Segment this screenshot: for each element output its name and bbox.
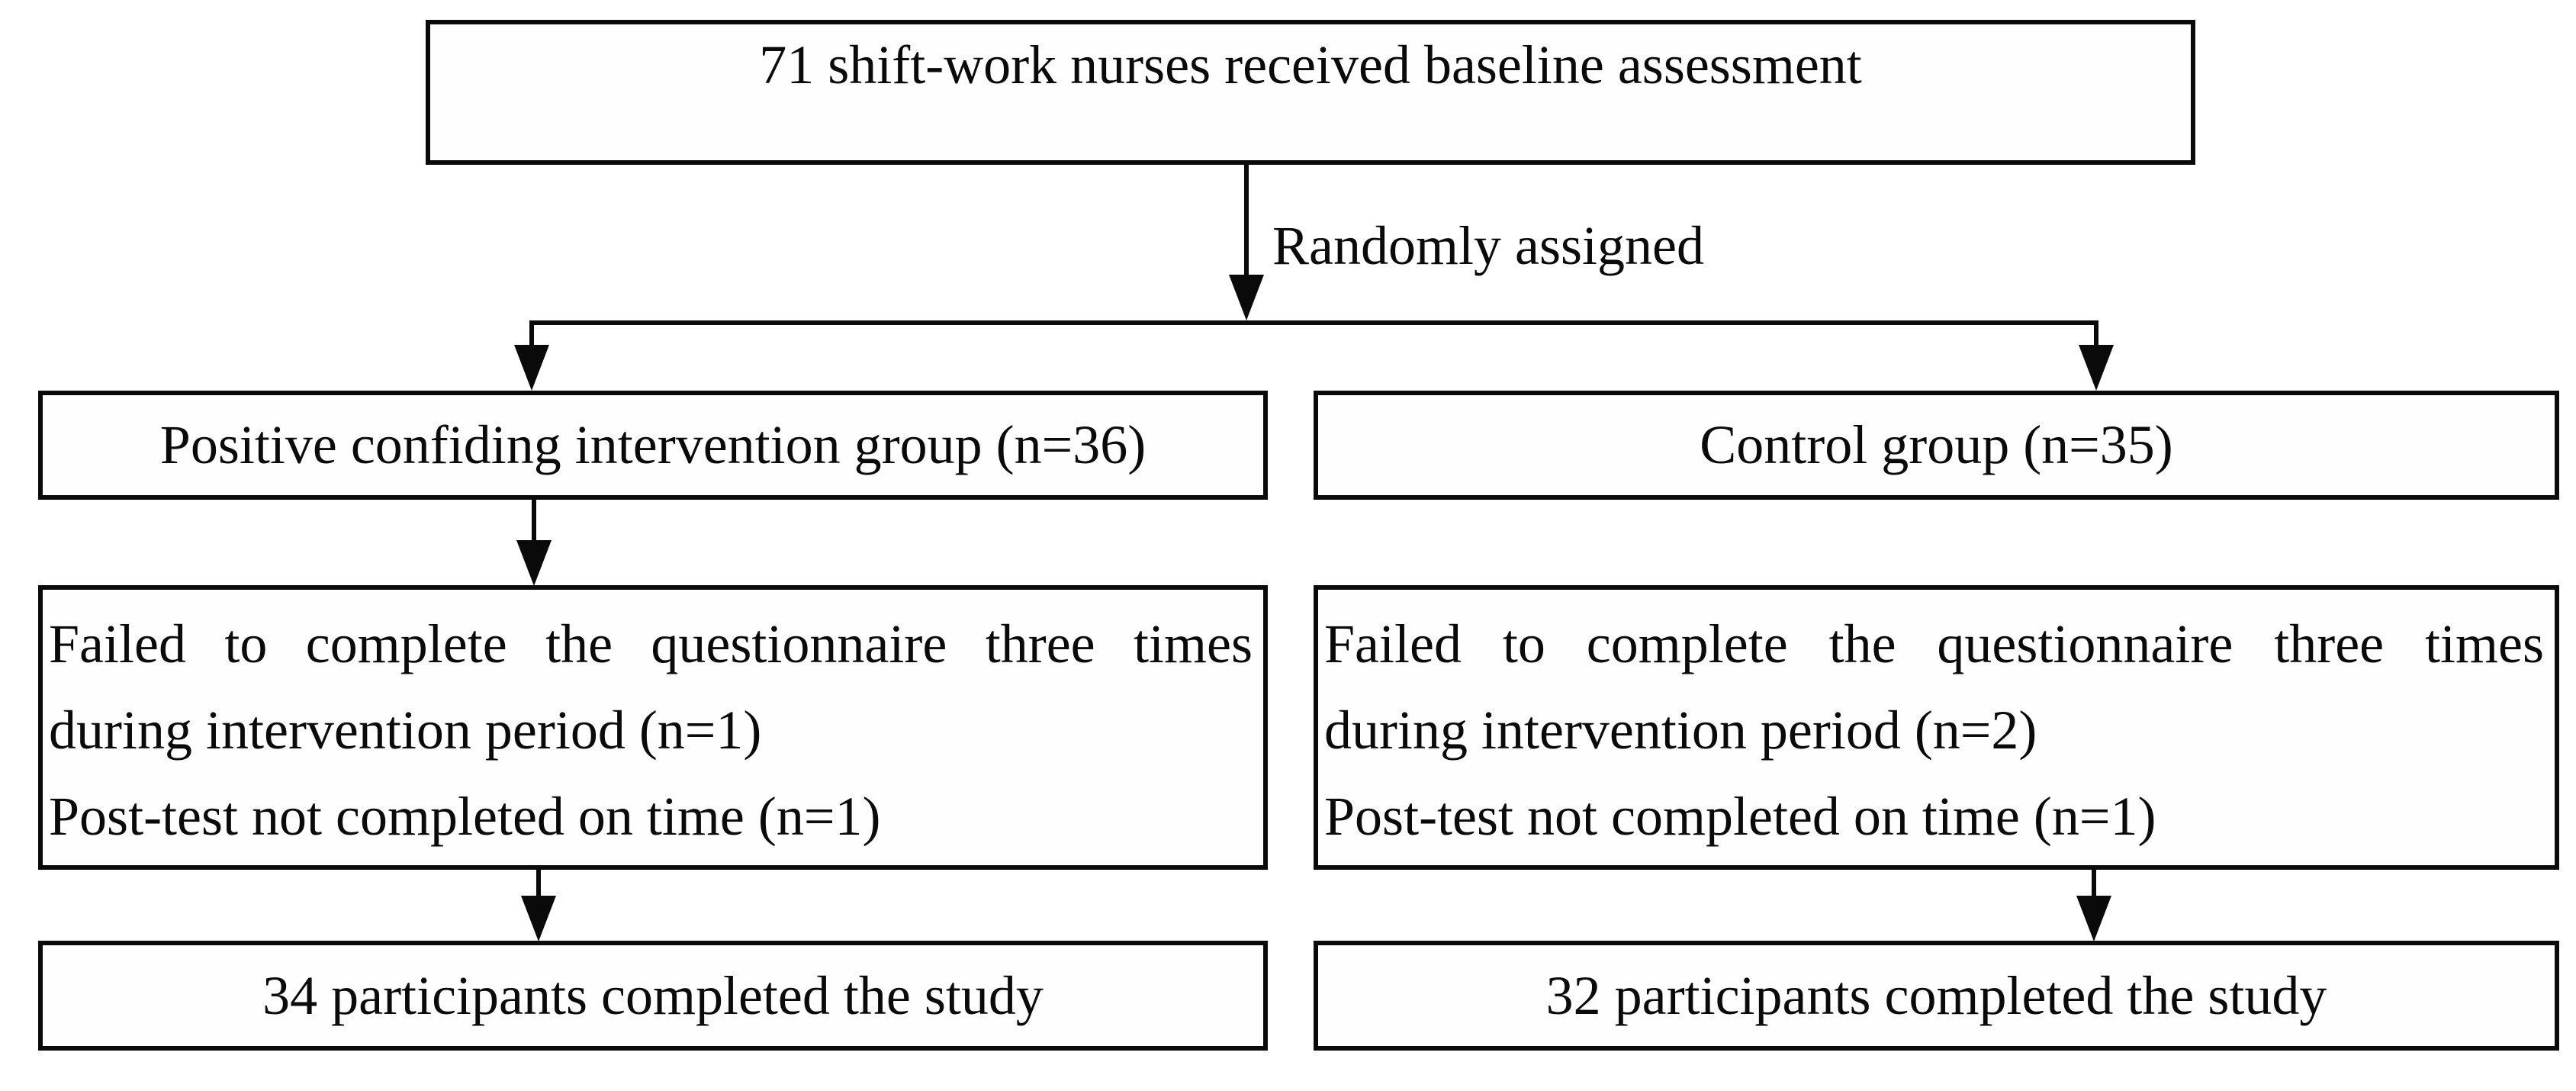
intervention-completed-text: 34 participants completed the study bbox=[262, 964, 1044, 1026]
enrollment-text: 71 shift-work nurses received baseline a… bbox=[759, 34, 1862, 95]
arrowhead-down-icon bbox=[516, 540, 552, 586]
intervention-group-text: Positive confiding intervention group (n… bbox=[159, 414, 1146, 475]
intervention-dropout-line: Failed to complete the questionnaire thr… bbox=[49, 613, 1253, 674]
intervention-dropout-line: during intervention period (n=1) bbox=[49, 700, 762, 761]
control-completed-text: 32 participants completed the study bbox=[1545, 964, 2327, 1026]
control-dropout-line: Failed to complete the questionnaire thr… bbox=[1324, 613, 2544, 674]
connector-split-to-control bbox=[2094, 325, 2098, 348]
intervention-completed-box: 34 participants completed the study bbox=[38, 941, 1268, 1051]
branch-line bbox=[529, 320, 2098, 325]
control-dropout-line: during intervention period (n=2) bbox=[1324, 700, 2037, 761]
connector-enrollment-to-split bbox=[1244, 165, 1249, 276]
arrowhead-down-icon bbox=[2076, 896, 2111, 941]
intervention-group-box: Positive confiding intervention group (n… bbox=[38, 391, 1268, 500]
connector-intervention-dropout-to-completed bbox=[536, 870, 541, 900]
connector-control-dropout-to-completed bbox=[2092, 870, 2096, 900]
enrollment-box: 71 shift-work nurses received baseline a… bbox=[426, 20, 2195, 165]
control-dropout-line: Post-test not completed on time (n=1) bbox=[1324, 786, 2156, 847]
control-group-box: Control group (n=35) bbox=[1314, 391, 2559, 500]
arrowhead-down-icon bbox=[2079, 345, 2114, 391]
control-completed-box: 32 participants completed the study bbox=[1314, 941, 2559, 1051]
control-dropout-box: Failed to complete the questionnaire thr… bbox=[1314, 585, 2559, 870]
connector-split-to-intervention bbox=[529, 325, 534, 348]
intervention-dropout-box: Failed to complete the questionnaire thr… bbox=[38, 585, 1268, 870]
arrowhead-down-icon bbox=[1229, 275, 1264, 320]
control-group-text: Control group (n=35) bbox=[1700, 414, 2173, 475]
arrowhead-down-icon bbox=[521, 896, 556, 941]
randomly-assigned-label: Randomly assigned bbox=[1272, 215, 1704, 276]
connector-intervention-to-dropout bbox=[532, 500, 536, 544]
arrowhead-down-icon bbox=[514, 345, 549, 391]
intervention-dropout-line: Post-test not completed on time (n=1) bbox=[49, 786, 881, 847]
